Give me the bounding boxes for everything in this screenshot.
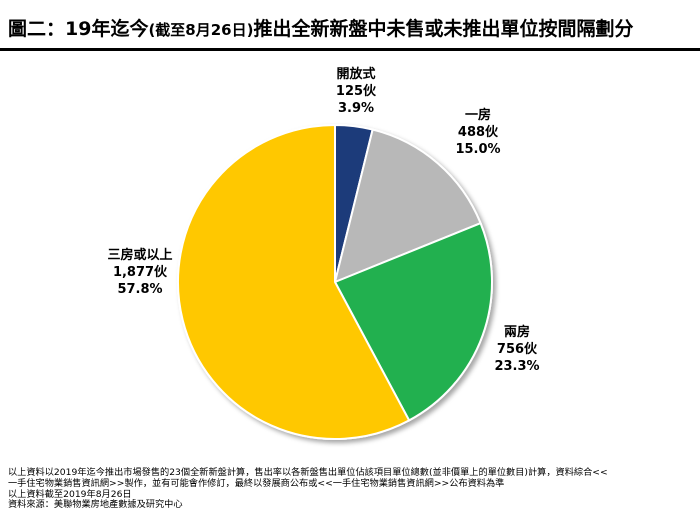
- title-rest: 推出全新新盤中未售或未推出單位按間隔劃分: [253, 18, 634, 40]
- footnote-line: 一手住宅物業銷售資訊網>>製作，並有可能會作修訂，最終以發展商公布或<<一手住宅…: [8, 477, 505, 489]
- slice-label-2: 兩房 756伙 23.3%: [494, 324, 539, 374]
- pie-slice-3: [177, 123, 411, 440]
- footnotes: 以上資料以2019年迄今推出市場發售的23個全新新盤計算，售出率以各新盤售出單位…: [8, 467, 698, 511]
- footnote-line: 資料來源：美聯物業房地產數據及研究中心: [8, 499, 183, 511]
- footnote-line: 以上資料截至2019年8月26日: [8, 488, 132, 500]
- slice-label-3: 三房或以上 1,877伙 57.8%: [107, 247, 172, 297]
- chart-title: 圖二：19年迄今(截至8月26日)推出全新新盤中未售或未推出單位按間隔劃分: [8, 14, 698, 46]
- title-paren: (截至8月26日): [148, 21, 254, 39]
- title-main: 圖二：19年迄今: [8, 18, 149, 40]
- pie-slice-2: [333, 221, 493, 422]
- title-divider: [0, 48, 700, 51]
- slice-label-1: 一房 488伙 15.0%: [455, 107, 500, 157]
- pie-slice-1: [333, 128, 482, 284]
- footnote-line: 以上資料以2019年迄今推出市場發售的23個全新新盤計算，售出率以各新盤售出單位…: [8, 467, 608, 478]
- slice-label-0: 開放式 125伙 3.9%: [336, 66, 377, 116]
